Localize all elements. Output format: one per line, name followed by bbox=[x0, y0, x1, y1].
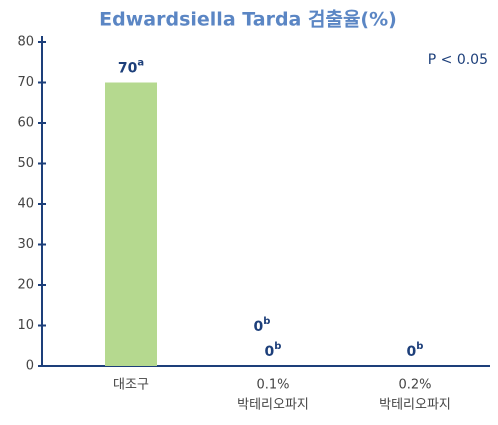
stray-label: 0b bbox=[254, 316, 271, 335]
y-tick-label: 20 bbox=[17, 278, 34, 293]
x-tick-label: 대조구 bbox=[113, 378, 149, 393]
bar bbox=[105, 82, 157, 366]
data-label: 70a bbox=[118, 58, 144, 77]
p-value-note: P < 0.05 bbox=[428, 52, 488, 68]
y-tick-label: 50 bbox=[17, 156, 34, 171]
chart-title: Edwardsiella Tarda 검출율(%) bbox=[99, 9, 397, 31]
superscript: b bbox=[274, 341, 281, 352]
value-text: 0 bbox=[254, 319, 264, 335]
y-tick-label: 30 bbox=[17, 237, 34, 252]
y-tick-label: 0 bbox=[26, 359, 34, 374]
superscript: a bbox=[137, 58, 144, 69]
x-tick-label: 박테리오파지 bbox=[379, 398, 451, 413]
data-label: 0b bbox=[265, 341, 282, 360]
data-label: 0b bbox=[407, 341, 424, 360]
value-text: 0 bbox=[407, 344, 417, 360]
y-tick-label: 40 bbox=[17, 197, 34, 212]
y-tick-label: 60 bbox=[17, 116, 34, 131]
superscript: b bbox=[263, 316, 270, 327]
y-tick-label: 10 bbox=[17, 318, 34, 333]
y-tick-label: 70 bbox=[17, 75, 34, 90]
value-text: 0 bbox=[265, 344, 275, 360]
x-tick-label: 박테리오파지 bbox=[237, 398, 309, 413]
x-tick-label: 0.1% bbox=[256, 378, 289, 393]
value-text: 70 bbox=[118, 61, 138, 77]
x-tick-label: 0.2% bbox=[398, 378, 431, 393]
superscript: b bbox=[416, 341, 423, 352]
y-tick-label: 80 bbox=[17, 35, 34, 50]
